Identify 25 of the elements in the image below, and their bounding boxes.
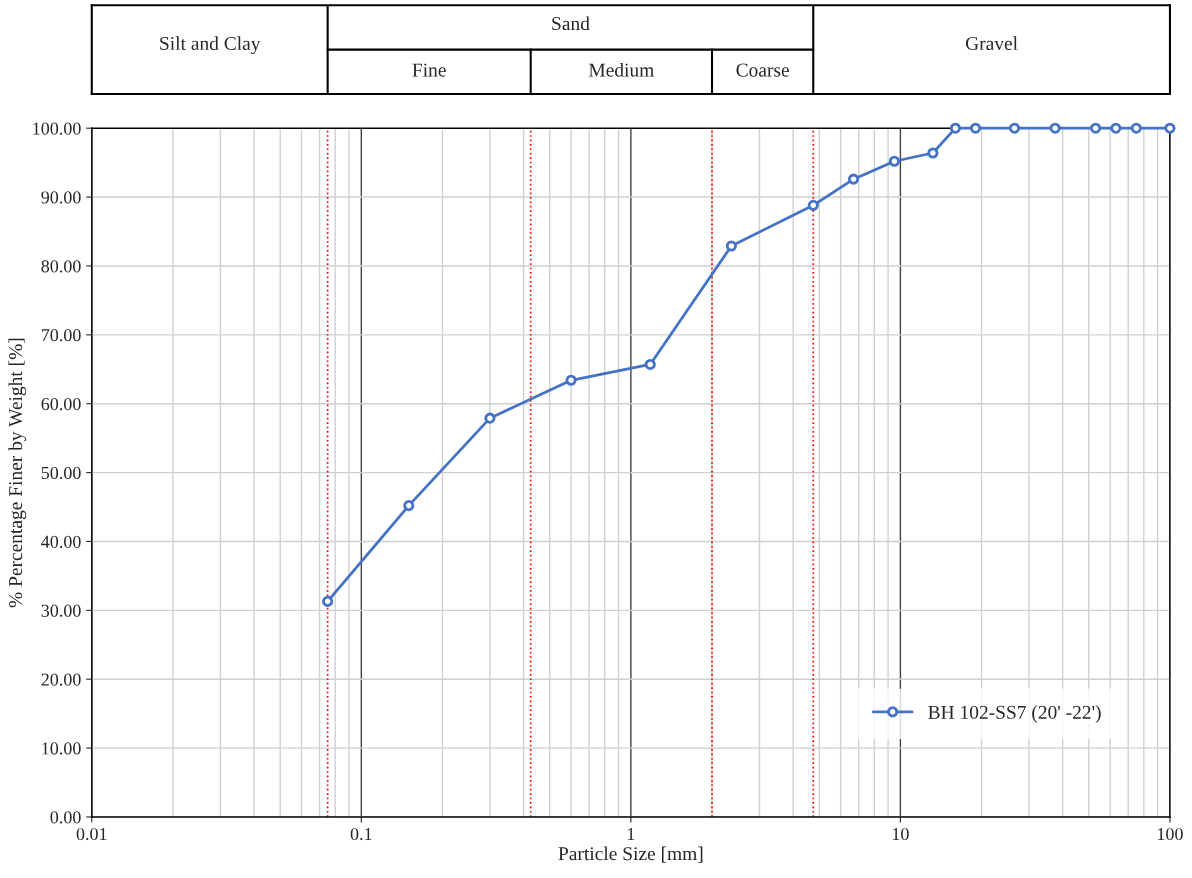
y-tick-label: 10.00 <box>42 742 81 755</box>
x-tick-label: 0.1 <box>350 827 372 841</box>
y-axis-title: % Percentage Finer by Weight [%] <box>8 338 27 608</box>
x-tick-label: 1 <box>627 828 635 840</box>
x-tick-label: 10 <box>892 827 909 841</box>
legend-label: BH 102-SS7 (20' -22') <box>928 705 1101 723</box>
text: Coarse <box>736 63 789 77</box>
text: Medium <box>588 62 654 77</box>
y-tick-label: 30.00 <box>41 604 81 617</box>
x-tick-label: 100 <box>1157 827 1183 841</box>
y-tick-label: 70.00 <box>41 329 81 342</box>
text: Fine <box>412 63 446 77</box>
y-tick-label: 40.00 <box>41 535 81 548</box>
x-axis-title: Particle Size [mm] <box>558 846 703 863</box>
y-tick-label: 50.00 <box>41 466 81 480</box>
text: Silt and Clay <box>160 36 261 55</box>
text: Gravel <box>965 36 1018 51</box>
text: Sand <box>552 16 590 31</box>
y-tick-label: 90.00 <box>41 191 81 204</box>
y-tick-label: 20.00 <box>41 673 81 686</box>
y-tick-label: 60.00 <box>41 397 81 411</box>
y-tick-label: 0.00 <box>50 811 81 824</box>
x-tick-label: 0.01 <box>76 827 107 841</box>
y-tick-label: 100.00 <box>33 122 81 135</box>
y-tick-label: 80.00 <box>41 260 81 273</box>
